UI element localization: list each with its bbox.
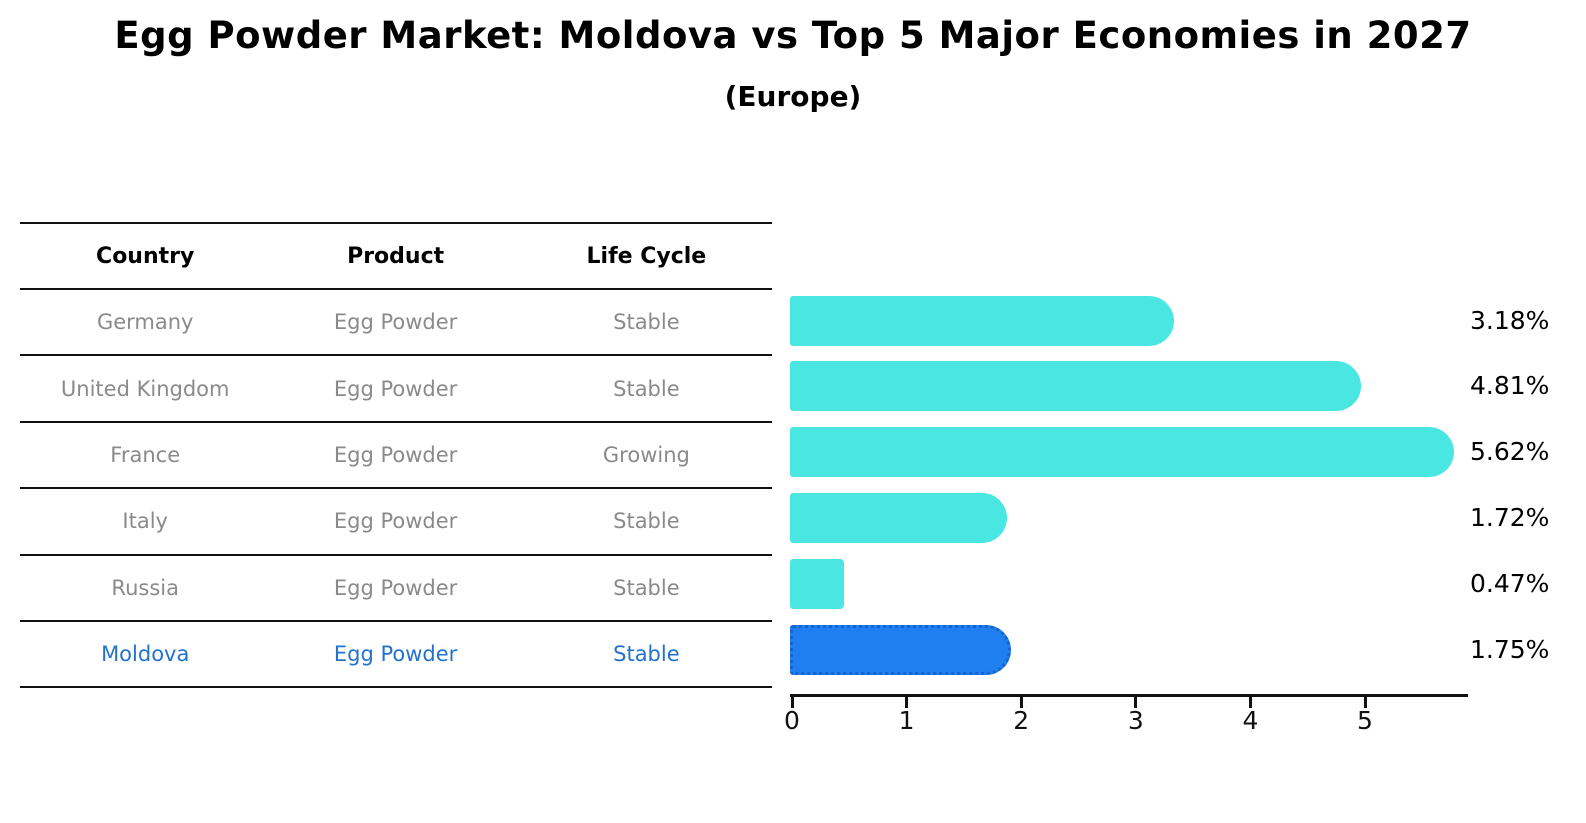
value-label-moldova: 1.75% [1470, 634, 1550, 664]
cell-life-cycle: Stable [613, 310, 680, 335]
x-tick-label-4: 4 [1242, 706, 1259, 735]
cell-life-cycle: Stable [613, 509, 680, 534]
bar-united-kingdom [790, 361, 1362, 412]
cell-product: Egg Powder [333, 642, 458, 667]
x-tick-3 [1134, 697, 1138, 708]
cell-country: Russia [111, 575, 179, 600]
value-label-italy: 1.72% [1470, 502, 1550, 532]
x-tick-label-0: 0 [784, 706, 800, 735]
cell-product: Egg Powder [333, 310, 458, 335]
cell-country: Germany [96, 310, 194, 335]
value-label-france: 5.62% [1470, 437, 1550, 467]
table-row-germany: Germany Egg Powder Stable [20, 290, 772, 357]
table-row-united-kingdom: United Kingdom Egg Powder Stable [20, 356, 772, 423]
value-label-united-kingdom: 4.81% [1470, 371, 1550, 401]
bar-germany [790, 295, 1175, 346]
x-tick-label-5: 5 [1357, 706, 1373, 735]
x-tick-1 [905, 697, 909, 708]
table-row-france: France Egg Powder Growing [20, 423, 772, 490]
page-subtitle: (Europe) [724, 80, 862, 113]
cell-country: Moldova [101, 642, 190, 667]
cell-life-cycle: Growing [602, 442, 690, 467]
x-tick-4 [1248, 697, 1252, 708]
cell-country: France [110, 442, 181, 467]
cell-product: Egg Powder [333, 376, 458, 401]
x-tick-label-2: 2 [1013, 706, 1030, 735]
x-tick-5 [1363, 697, 1367, 708]
value-label-germany: 3.18% [1470, 305, 1550, 335]
x-tick-label-3: 3 [1127, 706, 1144, 735]
cell-product: Egg Powder [333, 575, 458, 600]
bar-russia [790, 558, 844, 609]
bar-moldova [790, 624, 1011, 675]
table-header-row: Country Product Life Cycle [20, 224, 772, 290]
column-header-product: Product [347, 243, 445, 269]
column-header-life-cycle: Life Cycle [586, 243, 707, 269]
table-row-italy: Italy Egg Powder Stable [20, 489, 772, 556]
table-row-russia: Russia Egg Powder Stable [20, 556, 772, 622]
table-row-moldova: Moldova Egg Powder Stable [20, 622, 772, 689]
column-header-country: Country [96, 243, 195, 269]
bar-france [790, 427, 1455, 478]
bar-italy [790, 492, 1008, 543]
cell-life-cycle: Stable [613, 376, 680, 401]
page-title: Egg Powder Market: Moldova vs Top 5 Majo… [114, 14, 1472, 57]
x-tick-0 [790, 697, 794, 708]
cell-product: Egg Powder [333, 442, 458, 467]
x-axis-line [790, 694, 1468, 697]
x-tick-label-1: 1 [898, 706, 915, 735]
cell-country: Italy [122, 509, 168, 534]
x-tick-2 [1019, 697, 1023, 708]
cell-life-cycle: Stable [613, 575, 680, 600]
cell-country: United Kingdom [60, 376, 230, 401]
cell-product: Egg Powder [333, 509, 458, 534]
value-label-russia: 0.47% [1470, 568, 1550, 598]
data-table: Country Product Life Cycle Germany Egg P… [20, 222, 772, 689]
cell-life-cycle: Stable [613, 642, 680, 667]
